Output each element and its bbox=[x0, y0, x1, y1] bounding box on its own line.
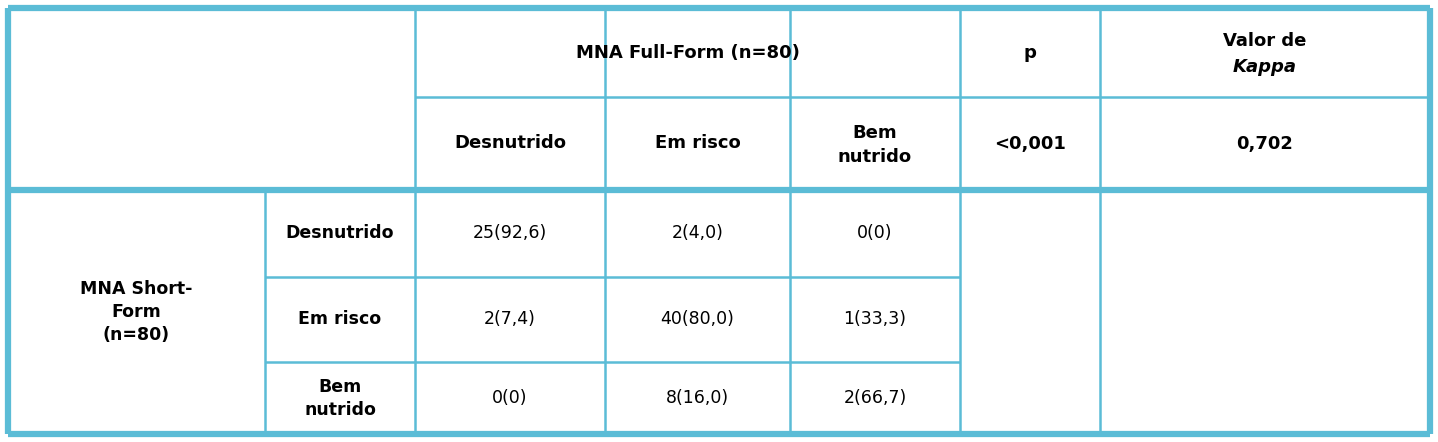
Text: Desnutrido: Desnutrido bbox=[454, 134, 567, 152]
Text: MNA Short-: MNA Short- bbox=[81, 280, 193, 298]
Text: Em risco: Em risco bbox=[654, 134, 741, 152]
Text: (n=80): (n=80) bbox=[104, 326, 170, 344]
Text: 0(0): 0(0) bbox=[492, 389, 528, 407]
Text: 1(33,3): 1(33,3) bbox=[844, 310, 906, 328]
Text: MNA Full-Form (n=80): MNA Full-Form (n=80) bbox=[575, 43, 800, 61]
Text: Valor de: Valor de bbox=[1224, 33, 1307, 50]
Text: Bem: Bem bbox=[853, 125, 897, 142]
Text: 0(0): 0(0) bbox=[857, 225, 893, 243]
Text: <0,001: <0,001 bbox=[994, 134, 1066, 152]
Text: 25(92,6): 25(92,6) bbox=[473, 225, 546, 243]
Text: 2(7,4): 2(7,4) bbox=[485, 310, 536, 328]
Text: Desnutrido: Desnutrido bbox=[286, 225, 394, 243]
Text: nutrido: nutrido bbox=[838, 148, 912, 165]
Text: Bem: Bem bbox=[318, 378, 361, 396]
Text: nutrido: nutrido bbox=[303, 401, 375, 419]
Text: Kappa: Kappa bbox=[1232, 57, 1297, 76]
Text: 0,702: 0,702 bbox=[1237, 134, 1293, 152]
Text: p: p bbox=[1024, 43, 1037, 61]
Text: Form: Form bbox=[112, 303, 161, 321]
Text: 2(4,0): 2(4,0) bbox=[672, 225, 723, 243]
Text: 2(66,7): 2(66,7) bbox=[843, 389, 906, 407]
Text: 40(80,0): 40(80,0) bbox=[660, 310, 735, 328]
Text: 8(16,0): 8(16,0) bbox=[666, 389, 729, 407]
Text: Em risco: Em risco bbox=[299, 310, 381, 328]
